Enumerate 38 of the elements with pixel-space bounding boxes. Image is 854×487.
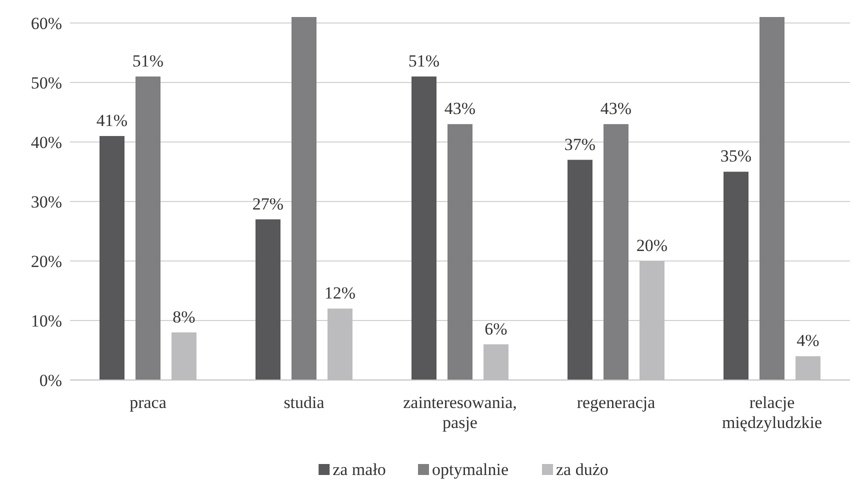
bar — [136, 76, 160, 380]
data-label: 20% — [636, 236, 668, 255]
legend-label: optymalnie — [432, 460, 508, 479]
data-label: 12% — [324, 284, 356, 303]
data-label: 43% — [600, 99, 632, 118]
bar — [604, 124, 628, 380]
data-label: 8% — [172, 307, 196, 326]
x-tick-label: relacje międzyludzkie — [722, 393, 822, 432]
y-tick-label: 30% — [30, 192, 62, 212]
data-label: 27% — [252, 194, 284, 214]
y-tick-label: 0% — [39, 370, 62, 390]
bar — [412, 76, 436, 380]
bar — [100, 136, 124, 380]
y-tick-label: 20% — [30, 252, 62, 271]
bar — [760, 17, 784, 380]
y-tick-label: 10% — [30, 311, 62, 330]
data-label: 51% — [408, 52, 440, 71]
data-label: 35% — [720, 146, 752, 166]
data-label: 6% — [484, 319, 508, 338]
bar — [724, 172, 748, 380]
legend-label: za dużo — [556, 460, 608, 479]
bar — [292, 17, 316, 380]
data-label: 4% — [796, 331, 820, 350]
data-label: 43% — [444, 99, 476, 118]
legend-label: za mało — [332, 460, 386, 479]
data-label: 41% — [96, 111, 128, 130]
bar — [256, 219, 280, 380]
data-label: 37% — [564, 134, 596, 154]
bar — [568, 160, 592, 380]
y-tick-label: 40% — [30, 132, 62, 152]
x-tick-label: regeneracja — [576, 393, 656, 412]
y-tick-label: 60% — [30, 14, 62, 33]
bar — [448, 124, 472, 380]
y-tick-label: 50% — [30, 73, 62, 92]
x-tick-label: zainteresowania, pasje — [403, 393, 517, 432]
x-tick-label: praca — [130, 393, 167, 412]
x-tick-label: studia — [284, 393, 325, 412]
data-label: 51% — [132, 52, 164, 71]
